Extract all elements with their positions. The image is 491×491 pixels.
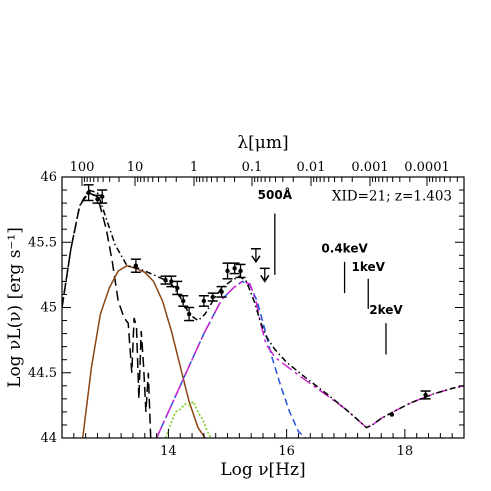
data-point bbox=[83, 184, 94, 202]
top-tick-label: 10 bbox=[127, 160, 144, 175]
data-marker bbox=[201, 298, 207, 304]
y-axis-title: Log νL(ν) [erg s⁻¹] bbox=[5, 227, 25, 388]
data-marker bbox=[95, 196, 100, 202]
series-line-starburst bbox=[164, 400, 212, 438]
y-tick-label: 44.5 bbox=[28, 366, 57, 381]
y-tick-label: 44 bbox=[40, 431, 57, 446]
data-point bbox=[160, 275, 171, 285]
limit-arrowhead bbox=[260, 274, 270, 283]
data-point bbox=[207, 292, 218, 302]
source-info-label: XID=21; z=1.403 bbox=[332, 188, 452, 204]
top-tick-label: 1 bbox=[190, 160, 198, 175]
data-point bbox=[184, 306, 195, 322]
annotation-label: 1keV bbox=[352, 260, 386, 274]
data-point bbox=[229, 262, 240, 275]
top-tick-label: 0.001 bbox=[351, 160, 388, 175]
data-point bbox=[216, 285, 227, 298]
x-tick-label: 14 bbox=[160, 444, 177, 459]
top-axis-title: λ[μm] bbox=[237, 133, 288, 153]
data-marker bbox=[232, 266, 237, 271]
energy-annotations: 500Å 0.4keV 1keV 2keV bbox=[258, 187, 403, 355]
y-tick-label: 45.5 bbox=[28, 235, 57, 250]
series-line-host-galaxy bbox=[81, 264, 206, 438]
upper-limit-arrow bbox=[259, 267, 270, 283]
data-point bbox=[235, 263, 246, 279]
data-marker bbox=[225, 268, 230, 274]
x-tick-label: 16 bbox=[278, 444, 295, 459]
data-marker bbox=[133, 263, 139, 268]
data-marker bbox=[175, 285, 180, 291]
data-marker bbox=[169, 279, 174, 284]
data-point bbox=[130, 258, 141, 274]
data-point bbox=[166, 275, 177, 288]
data-point bbox=[97, 189, 108, 204]
series-line-disk-corona bbox=[155, 280, 464, 438]
axis-ticks: 14 16 18 44 44.5 45 45.5 46 100 10 1 0.1 0.01 0.001 0.… bbox=[28, 160, 464, 459]
annotation-label: 2keV bbox=[369, 303, 403, 317]
data-marker bbox=[389, 412, 395, 417]
y-tick-label: 45 bbox=[40, 301, 57, 316]
data-point bbox=[92, 194, 103, 204]
data-point bbox=[420, 390, 431, 400]
data-marker bbox=[219, 289, 224, 295]
series-line-torus bbox=[62, 191, 152, 438]
data-marker bbox=[186, 311, 192, 317]
data-marker bbox=[210, 294, 215, 300]
x-tick-label: 18 bbox=[397, 444, 414, 459]
top-tick-label: 100 bbox=[70, 160, 95, 175]
y-tick-label: 46 bbox=[40, 170, 57, 185]
data-marker bbox=[238, 268, 243, 274]
limit-arrowhead bbox=[251, 255, 261, 264]
data-marker bbox=[86, 190, 91, 195]
series-line-total-model bbox=[62, 189, 464, 429]
annotation-label: 500Å bbox=[258, 187, 293, 202]
top-tick-label: 0.01 bbox=[297, 160, 326, 175]
data-point bbox=[389, 412, 395, 417]
data-point bbox=[222, 262, 233, 280]
annotation-label: 0.4keV bbox=[321, 242, 368, 256]
data-marker bbox=[163, 277, 168, 283]
x-axis-title: Log ν[Hz] bbox=[220, 460, 305, 480]
upper-limit-arrow bbox=[250, 248, 261, 264]
plot-frame bbox=[61, 176, 465, 439]
data-points bbox=[83, 184, 431, 417]
top-tick-label: 0.0001 bbox=[404, 160, 450, 175]
model-curves bbox=[62, 189, 464, 438]
top-tick-label: 0.1 bbox=[242, 160, 263, 175]
data-point bbox=[198, 295, 209, 307]
data-point bbox=[178, 295, 189, 307]
data-point bbox=[172, 280, 183, 296]
data-marker bbox=[423, 392, 428, 398]
data-marker bbox=[180, 298, 186, 304]
